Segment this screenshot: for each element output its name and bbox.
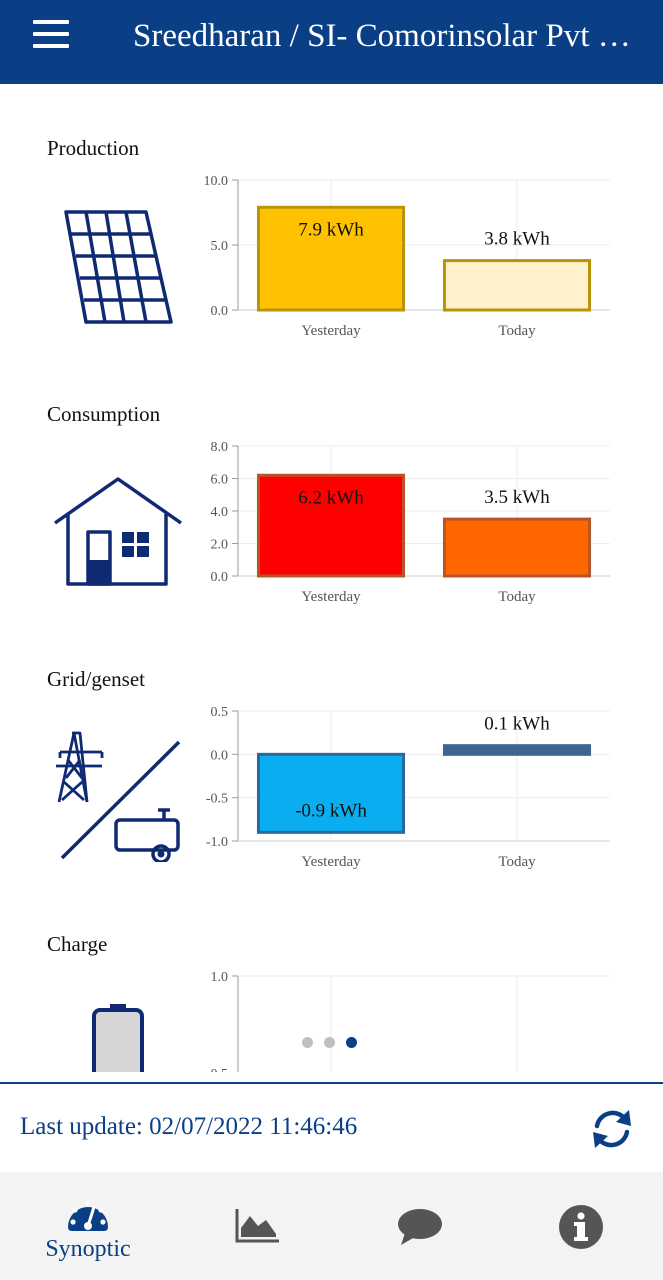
pager-dot[interactable] <box>302 1037 313 1048</box>
synoptic-content[interactable]: Production Consumption Grid/genset Charg… <box>0 84 663 1072</box>
y-tick-label: 1.0 <box>211 970 229 985</box>
section-title-consumption: Consumption <box>47 402 161 426</box>
x-tick-label: Yesterday <box>301 854 361 870</box>
data-label: 0.1 kWh <box>484 714 550 735</box>
x-tick-label: Today <box>498 589 536 605</box>
tab-synoptic[interactable]: Synoptic <box>5 1172 171 1280</box>
bar <box>256 205 406 312</box>
tab-info[interactable] <box>497 1172 663 1280</box>
production-chart: 10.0 5.0 0.0 7.9 kWh Yesterday 3.8 kWh Today <box>204 174 610 339</box>
pager-dot[interactable] <box>346 1037 357 1048</box>
x-tick-label: Yesterday <box>301 589 361 605</box>
page-title: Sreedharan / SI- Comorinsolar Pvt Ltd <box>133 18 643 54</box>
app-header: Sreedharan / SI- Comorinsolar Pvt Ltd <box>0 0 663 84</box>
battery-icon <box>92 1004 144 1072</box>
y-tick-label: 10.0 <box>204 174 229 189</box>
y-tick-label: 4.0 <box>211 505 229 520</box>
pylon-genset-icon <box>56 731 181 862</box>
y-tick-label: -0.5 <box>206 792 228 807</box>
area-chart-icon <box>235 1209 279 1243</box>
data-label: 7.9 kWh <box>298 219 364 240</box>
x-tick-label: Today <box>498 854 536 870</box>
y-tick-label: 0.5 <box>211 705 229 720</box>
grid-chart: 0.5 0.0 -0.5 -1.0 -0.9 kWh Yesterday 0.1 kWh To… <box>206 705 610 870</box>
y-tick-label: 5.0 <box>211 239 229 254</box>
bar <box>442 744 592 756</box>
refresh-icon[interactable] <box>589 1106 635 1152</box>
bottom-navigation: Synoptic <box>0 1172 663 1280</box>
section-title-grid: Grid/genset <box>47 667 145 691</box>
gauge-icon <box>68 1200 108 1231</box>
pager-dot[interactable] <box>324 1037 335 1048</box>
y-tick-label: 8.0 <box>211 440 229 455</box>
bar <box>256 473 406 578</box>
y-tick-label: 6.0 <box>211 473 229 488</box>
y-tick-label: 0.0 <box>211 304 229 319</box>
section-title-charge: Charge <box>47 932 108 956</box>
charge-chart: 1.0 0.5 <box>211 970 610 1072</box>
y-tick-label: 0.0 <box>211 570 229 585</box>
data-label: 3.5 kWh <box>484 487 550 508</box>
tab-synoptic-label: Synoptic <box>45 1236 131 1262</box>
chat-bubble-icon <box>398 1209 442 1245</box>
data-label: -0.9 kWh <box>295 800 367 821</box>
tab-messages[interactable] <box>337 1172 503 1280</box>
data-label: 3.8 kWh <box>484 229 550 250</box>
footer-divider <box>0 1082 663 1084</box>
bar <box>442 259 592 312</box>
consumption-chart: 8.0 6.0 4.0 2.0 0.0 6.2 kWh Yesterday 3.5 kWh To… <box>211 440 610 605</box>
section-title-production: Production <box>47 136 140 160</box>
bar <box>256 752 406 834</box>
y-tick-label: -1.0 <box>206 835 228 850</box>
y-tick-label: 2.0 <box>211 538 229 553</box>
tab-history[interactable] <box>174 1172 340 1280</box>
bar <box>442 517 592 578</box>
info-icon <box>559 1205 603 1249</box>
x-tick-label: Today <box>498 323 536 339</box>
y-tick-label: 0.5 <box>211 1067 229 1072</box>
house-icon <box>53 477 183 586</box>
last-update-text: Last update: 02/07/2022 11:46:46 <box>20 1113 358 1140</box>
data-label: 6.2 kWh <box>298 487 364 508</box>
y-tick-label: 0.0 <box>211 748 229 763</box>
x-tick-label: Yesterday <box>301 323 361 339</box>
solar-panel-icon <box>64 210 173 324</box>
hamburger-menu-icon[interactable] <box>33 20 69 48</box>
pager-dots <box>302 1033 368 1052</box>
